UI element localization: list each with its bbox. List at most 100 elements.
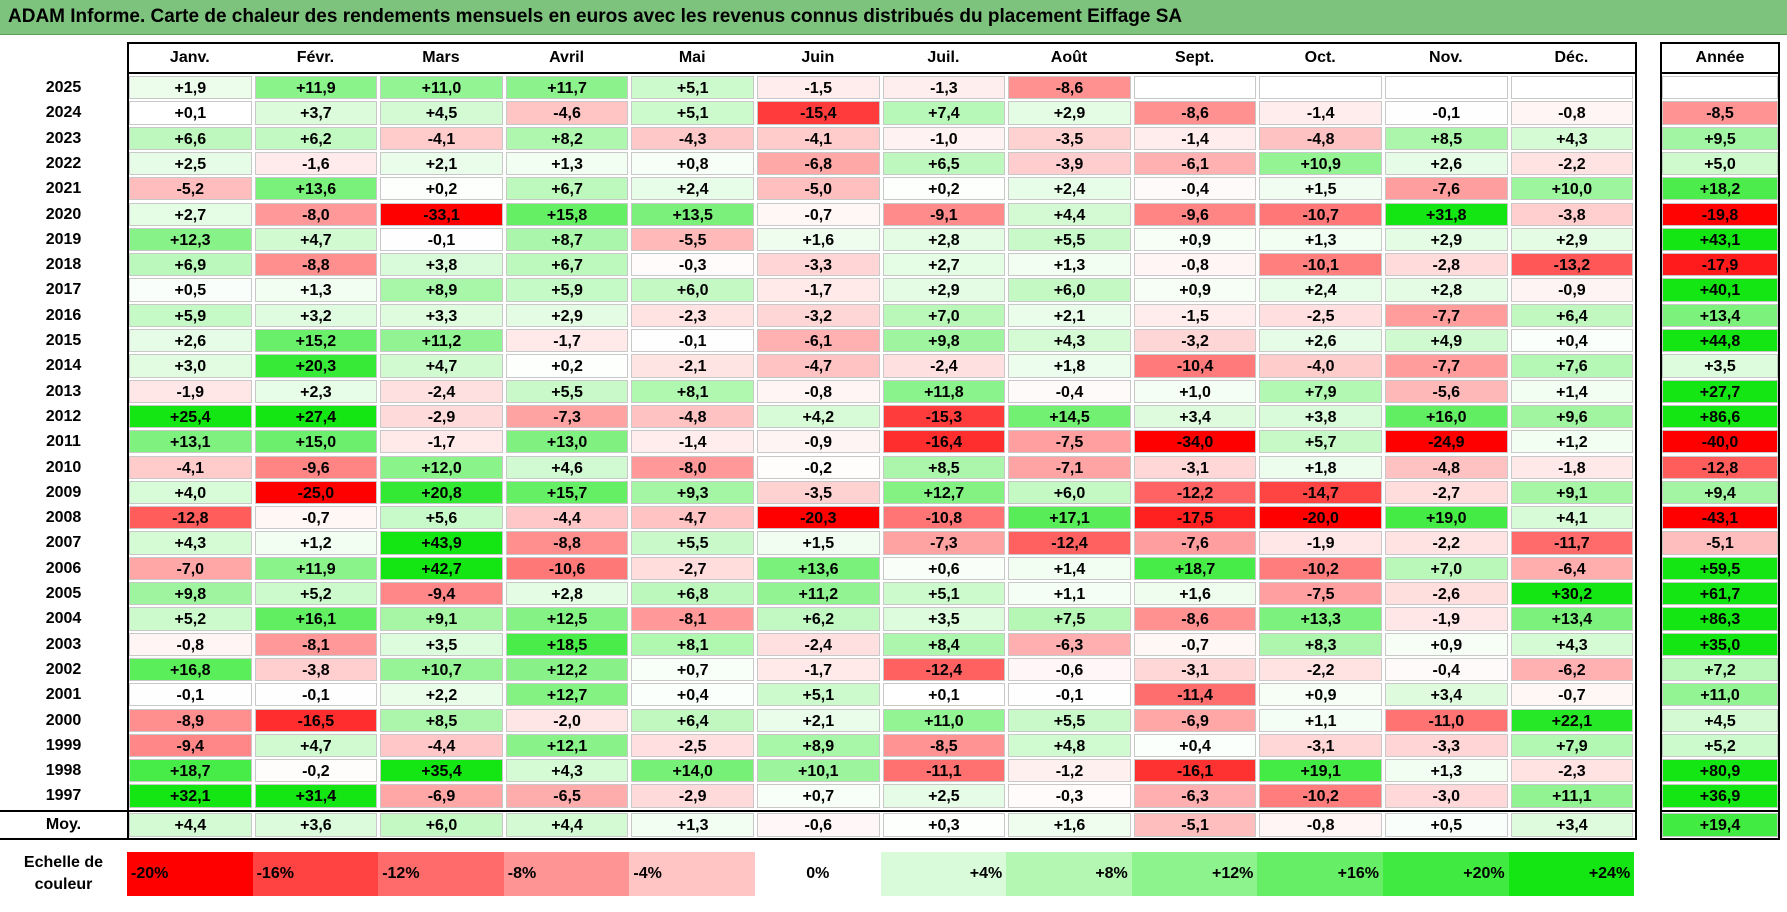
month-header: Janv. <box>169 49 210 66</box>
average-cell: -5,1 <box>1133 813 1257 837</box>
heatmap-cell: -0,8 <box>1133 253 1257 277</box>
heatmap-cell: -9,6 <box>1133 202 1257 226</box>
month-header: Sept. <box>1175 49 1215 66</box>
heatmap-cell: +42,7 <box>380 556 503 580</box>
heatmap-cell: +1,8 <box>1259 455 1382 479</box>
year-total-cell: +43,1 <box>1662 227 1778 252</box>
year-label: 2010 <box>45 458 82 476</box>
heatmap-cell: +2,9 <box>505 303 629 327</box>
year-total-cell: +7,2 <box>1662 657 1778 682</box>
year-label: 2025 <box>45 79 82 96</box>
heatmap-cell: +2,3 <box>254 379 378 403</box>
heatmap-cell: +5,1 <box>631 101 754 125</box>
year-total-cell: +9,4 <box>1662 480 1778 505</box>
month-header: Mars <box>422 49 460 66</box>
heatmap-cell: -13,2 <box>1510 253 1634 277</box>
heatmap-cell: -3,9 <box>1008 151 1131 176</box>
heatmap-cell: -7,0 <box>129 556 252 580</box>
heatmap-cell: +1,9 <box>129 76 252 100</box>
heatmap-cell: -17,5 <box>1133 506 1257 530</box>
heatmap-cell: -6,5 <box>505 784 629 808</box>
month-header: Juin <box>801 49 835 66</box>
heatmap-cell: -0,4 <box>1008 379 1131 403</box>
heatmap-cell: +12,5 <box>505 607 629 631</box>
heatmap-cell: +13,5 <box>631 202 754 226</box>
heatmap-cell: -3,1 <box>1133 657 1257 682</box>
heatmap-cell: +2,5 <box>882 784 1006 808</box>
heatmap-cell: -7,6 <box>1385 177 1508 201</box>
heatmap-cell: -2,7 <box>1385 480 1508 505</box>
year-label: 2024 <box>45 104 82 122</box>
heatmap-cell: -1,2 <box>1008 759 1131 783</box>
heatmap-cell: +8,5 <box>882 455 1006 479</box>
year-header: Année <box>1695 49 1745 66</box>
heatmap-cell: +0,9 <box>1385 632 1508 656</box>
heatmap-cell: +8,2 <box>505 126 629 150</box>
heatmap-cell: +2,7 <box>129 202 252 226</box>
heatmap-cell: +0,9 <box>1259 683 1382 707</box>
heatmap-cell: +13,4 <box>1510 607 1634 631</box>
heatmap-cell: -9,6 <box>254 455 378 479</box>
heatmap-cell: +4,3 <box>505 759 629 783</box>
heatmap-cell: -6,9 <box>1133 708 1257 732</box>
heatmap-cell: -7,6 <box>1133 531 1257 555</box>
heatmap-cell: +7,6 <box>1510 354 1634 378</box>
heatmap-cell: +1,1 <box>1259 708 1382 732</box>
heatmap-cell: -8,8 <box>254 253 378 277</box>
heatmap-cell: +1,5 <box>757 531 880 555</box>
heatmap-cell: -6,3 <box>1133 784 1257 808</box>
heatmap-cell: +2,1 <box>380 151 503 176</box>
heatmap-cell: -0,6 <box>1008 657 1131 682</box>
heatmap-cell: +30,2 <box>1510 582 1634 606</box>
heatmap-cell: -0,1 <box>1385 101 1508 125</box>
heatmap-cell: +11,2 <box>757 582 880 606</box>
heatmap-cell: -6,1 <box>1133 151 1257 176</box>
heatmap-cell: -0,3 <box>1008 784 1131 808</box>
heatmap-cell: +1,1 <box>1008 582 1131 606</box>
heatmap-cell: +3,5 <box>380 632 503 656</box>
average-cell: +3,4 <box>1510 813 1634 837</box>
heatmap-cell: -2,3 <box>1510 759 1634 783</box>
month-header: Juil. <box>927 49 960 66</box>
heatmap-cell: +5,5 <box>1008 708 1131 732</box>
heatmap-cell: -1,4 <box>1133 126 1257 150</box>
heatmap-cell: +4,7 <box>254 227 378 252</box>
heatmap-cell: +16,8 <box>129 657 252 682</box>
heatmap-cell: +4,5 <box>380 101 503 125</box>
heatmap-cell: -11,7 <box>1510 531 1634 555</box>
heatmap-cell: +4,3 <box>1510 632 1634 656</box>
heatmap-cell: -4,8 <box>1385 455 1508 479</box>
heatmap-cell: +0,4 <box>1133 733 1257 758</box>
heatmap-cell: +1,4 <box>1510 379 1634 403</box>
heatmap-cell: +8,7 <box>505 227 629 252</box>
chart-title: ADAM Informe. Carte de chaleur des rende… <box>8 6 1183 27</box>
year-total-cell: +5,0 <box>1662 151 1778 176</box>
heatmap-cell: +1,5 <box>1259 177 1382 201</box>
color-scale-step: +12% <box>1131 852 1258 896</box>
heatmap-cell: +7,0 <box>1385 556 1508 580</box>
year-total-cell: +36,9 <box>1662 784 1778 808</box>
heatmap-cell <box>1259 76 1382 100</box>
year-label: 2002 <box>45 660 82 678</box>
heatmap-cell: -10,8 <box>882 506 1006 530</box>
heatmap-cell: +8,9 <box>757 733 880 758</box>
heatmap-cell: +6,0 <box>631 278 754 302</box>
heatmap-cell: -0,1 <box>254 683 378 707</box>
heatmap-cell: +9,8 <box>882 329 1006 353</box>
year-label: 2017 <box>45 281 82 299</box>
heatmap-cell: -2,6 <box>1385 582 1508 606</box>
heatmap-cell: +2,4 <box>631 177 754 201</box>
heatmap-cell: -0,8 <box>1510 101 1634 125</box>
heatmap-cell: +20,8 <box>380 480 503 505</box>
heatmap-cell: -16,1 <box>1133 759 1257 783</box>
header-divider <box>127 72 1638 74</box>
heatmap-cell: -4,8 <box>631 404 754 429</box>
heatmap-cell: -4,1 <box>757 126 880 150</box>
heatmap-cell: -12,4 <box>882 657 1006 682</box>
year-label: 2011 <box>46 433 81 451</box>
month-header: Mai <box>678 49 706 66</box>
year-label: 2009 <box>45 483 82 501</box>
heatmap-cell: -25,0 <box>254 480 378 505</box>
heatmap-cell: +0,1 <box>129 101 252 125</box>
heatmap-cell: +7,9 <box>1259 379 1382 403</box>
